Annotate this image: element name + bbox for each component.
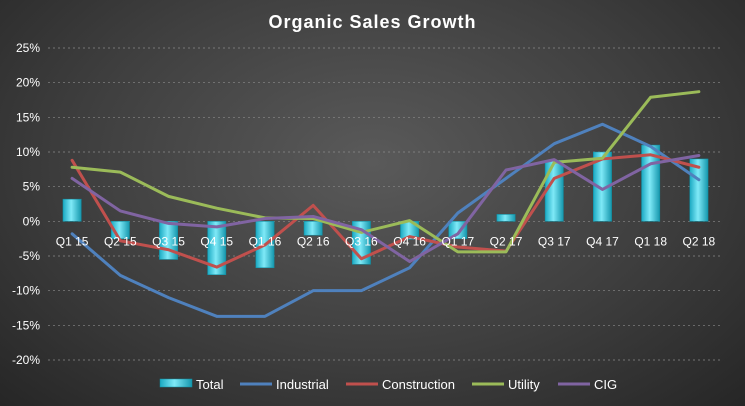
legend-label-utility: Utility <box>508 377 540 392</box>
x-tick-label: Q1 18 <box>634 234 667 248</box>
line-cig <box>70 153 701 264</box>
legend: Total Industrial Construction Utility CIG <box>159 377 617 392</box>
x-tick-label: Q1 16 <box>249 234 282 248</box>
gridlines <box>48 47 723 361</box>
legend-label-cig: CIG <box>594 377 617 392</box>
bar-total <box>544 160 564 222</box>
bar-total <box>593 151 612 222</box>
line-series <box>70 90 701 318</box>
y-tick-label: 5% <box>23 180 41 194</box>
y-tick-label: 15% <box>16 110 40 124</box>
x-tick-label: Q3 17 <box>538 234 571 248</box>
legend-label-construction: Construction <box>382 377 455 392</box>
chart-title: Organic Sales Growth <box>268 12 477 32</box>
bar-total <box>496 214 516 222</box>
x-tick-label: Q2 18 <box>683 234 716 248</box>
legend-swatch-total <box>159 378 193 388</box>
y-tick-label: 25% <box>16 41 40 55</box>
x-tick-label: Q3 16 <box>345 234 378 248</box>
x-tick-label: Q2 17 <box>490 234 523 248</box>
y-tick-label: -15% <box>12 318 40 332</box>
x-tick-label: Q3 15 <box>152 234 185 248</box>
y-tick-label: 20% <box>16 76 40 90</box>
x-tick-label: Q1 17 <box>441 234 474 248</box>
y-tick-label: -5% <box>19 249 41 263</box>
line-utility <box>70 90 701 254</box>
x-tick-label: Q4 17 <box>586 234 619 248</box>
x-tick-label: Q1 15 <box>56 234 89 248</box>
x-tick-label: Q2 16 <box>297 234 330 248</box>
line-industrial <box>70 122 701 318</box>
y-tick-label: -20% <box>12 353 40 367</box>
bar-total <box>207 221 227 275</box>
bar-series-total <box>62 144 709 275</box>
x-tick-label: Q4 15 <box>200 234 233 248</box>
y-axis-ticks: -20% -15% -10% -5% 0% 5% 10% 15% 20% 25% <box>12 41 40 367</box>
y-tick-label: 0% <box>23 214 41 228</box>
x-tick-label: Q4 16 <box>393 234 426 248</box>
line-construction <box>70 153 701 269</box>
bar-total <box>303 221 323 236</box>
bar-total <box>62 198 82 222</box>
y-tick-label: -10% <box>12 284 40 298</box>
legend-label-total: Total <box>196 377 224 392</box>
x-tick-label: Q2 15 <box>104 234 137 248</box>
bar-total <box>689 158 709 222</box>
legend-label-industrial: Industrial <box>276 377 329 392</box>
y-tick-label: 10% <box>16 145 40 159</box>
x-axis-ticks: Q1 15 Q2 15 Q3 15 Q4 15 Q1 16 Q2 16 Q3 16 Q4 16… <box>56 234 716 248</box>
